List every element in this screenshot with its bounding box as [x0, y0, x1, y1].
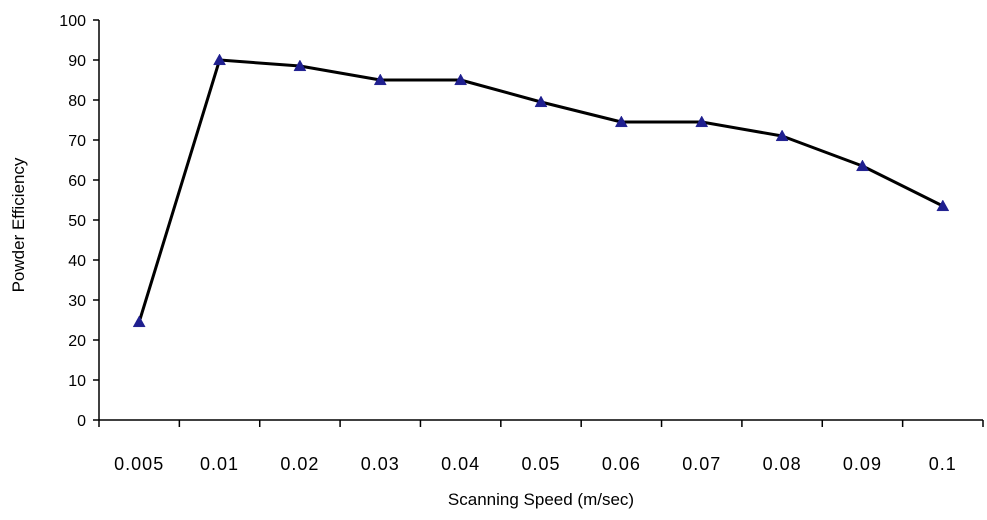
- y-tick-label: 20: [68, 333, 86, 350]
- x-axis-title: Scanning Speed (m/sec): [448, 490, 634, 509]
- data-point-marker: [132, 315, 146, 328]
- series-layer: [132, 53, 950, 328]
- data-point-marker: [614, 115, 628, 128]
- x-tick-label: 0.1: [929, 454, 957, 474]
- x-axis: 0.005 0.01 0.02 0.03 0.04 0.05 0.06 0.07 0.08 0.0…: [98, 419, 984, 474]
- data-point-marker: [373, 73, 387, 86]
- y-tick-label: 70: [68, 133, 86, 150]
- x-tick-label: 0.08: [763, 454, 802, 474]
- data-point-marker: [856, 159, 869, 172]
- x-tick-label: 0.005: [114, 454, 164, 474]
- y-tick-label: 40: [68, 253, 86, 270]
- data-point-marker: [695, 115, 709, 128]
- y-tick-label: 50: [68, 213, 86, 230]
- x-tick-label: 0.09: [843, 454, 882, 474]
- x-tick-label: 0.03: [361, 454, 400, 474]
- data-point-marker: [534, 95, 548, 108]
- data-point-marker: [936, 199, 950, 212]
- x-tick-label: 0.07: [682, 454, 721, 474]
- data-point-marker: [454, 73, 468, 86]
- y-axis: 0 10 20 30 40 50 60 70 80 90 100: [59, 13, 100, 430]
- y-tick-label: 60: [68, 173, 86, 190]
- x-tick-label: 0.04: [441, 454, 480, 474]
- data-point-marker: [775, 129, 789, 142]
- x-tick-label: 0.02: [280, 454, 319, 474]
- y-tick-label: 100: [59, 13, 86, 30]
- y-tick-label: 30: [68, 293, 86, 310]
- data-point-marker: [293, 59, 307, 72]
- y-tick-label: 0: [77, 413, 86, 430]
- x-tick-label: 0.06: [602, 454, 641, 474]
- x-tick-label: 0.01: [200, 454, 239, 474]
- x-tick-label: 0.05: [521, 454, 560, 474]
- y-tick-label: 80: [68, 93, 86, 110]
- y-axis-title: Powder Efficiency: [9, 157, 28, 292]
- y-tick-label: 90: [68, 53, 86, 70]
- data-point-marker: [213, 53, 226, 66]
- y-tick-label: 10: [68, 373, 86, 390]
